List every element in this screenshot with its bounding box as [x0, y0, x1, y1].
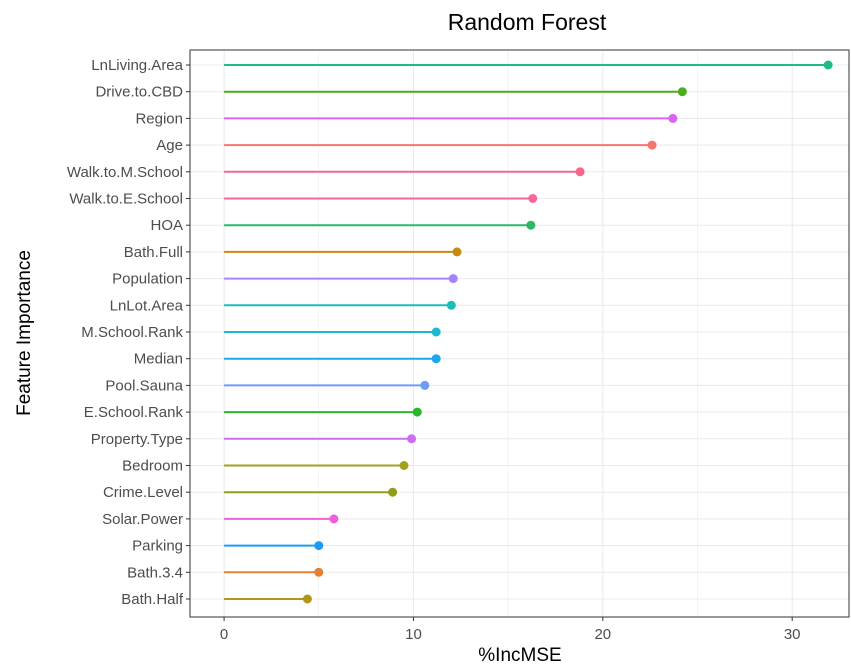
lollipop-point	[526, 220, 536, 230]
y-tick-label: LnLot.Area	[110, 297, 184, 314]
lollipop-point	[647, 140, 657, 150]
x-axis-title: %IncMSE	[478, 645, 561, 666]
y-tick-label: Region	[135, 110, 183, 127]
lollipop-point	[314, 567, 324, 577]
y-tick-label: Bath.Half	[121, 591, 184, 608]
y-tick-label: HOA	[150, 217, 183, 234]
y-tick-label: Bath.3.4	[127, 564, 183, 581]
y-tick-label: E.School.Rank	[84, 404, 184, 421]
y-tick-label: Median	[134, 351, 183, 368]
x-tick-label: 30	[784, 626, 801, 643]
chart-title: Random Forest	[448, 9, 607, 35]
y-tick-label: Bath.Full	[124, 244, 183, 261]
chart-marks	[224, 60, 833, 604]
lollipop-point	[452, 247, 462, 257]
x-tick-label: 10	[405, 626, 422, 643]
y-tick-labels: LnLiving.Area Drive.to.CBD Region Age Walk.t…	[67, 57, 190, 608]
y-axis-title: Feature Importance	[14, 250, 35, 416]
y-tick-label: Parking	[132, 538, 183, 555]
y-tick-label: Pool.Sauna	[105, 377, 183, 394]
x-tick-labels: 0 10 20 30	[220, 617, 801, 643]
y-tick-label: Drive.to.CBD	[95, 84, 183, 101]
y-tick-label: M.School.Rank	[81, 324, 183, 341]
lollipop-point	[407, 434, 417, 444]
y-tick-label: Crime.Level	[103, 484, 183, 501]
lollipop-point	[668, 113, 678, 123]
lollipop-point	[302, 594, 312, 604]
lollipop-point	[677, 87, 687, 97]
lollipop-point	[399, 461, 409, 470]
y-tick-label: Walk.to.M.School	[67, 164, 183, 181]
lollipop-point	[823, 60, 833, 70]
x-tick-label: 0	[220, 626, 228, 643]
lollipop-point	[431, 327, 441, 337]
lollipop-point	[528, 194, 538, 203]
plot-panel	[190, 50, 849, 617]
plot-border	[189, 49, 850, 618]
y-tick-label: Age	[156, 137, 183, 154]
lollipop-point	[329, 514, 339, 524]
y-tick-label: Bedroom	[122, 458, 183, 475]
lollipop-point	[431, 354, 441, 364]
lollipop-point	[314, 541, 324, 551]
lollipop-point	[446, 300, 456, 310]
y-tick-label: Solar.Power	[102, 511, 183, 528]
y-tick-label: Population	[112, 271, 183, 288]
lollipop-point	[412, 407, 422, 417]
lollipop-point	[575, 167, 585, 177]
y-tick-label: LnLiving.Area	[91, 57, 183, 74]
lollipop-point	[420, 380, 430, 390]
lollipop-point	[448, 274, 458, 284]
y-tick-label: Walk.to.E.School	[69, 191, 183, 208]
lollipop-point	[388, 487, 398, 497]
x-tick-label: 20	[594, 626, 611, 643]
y-tick-label: Property.Type	[91, 431, 183, 448]
